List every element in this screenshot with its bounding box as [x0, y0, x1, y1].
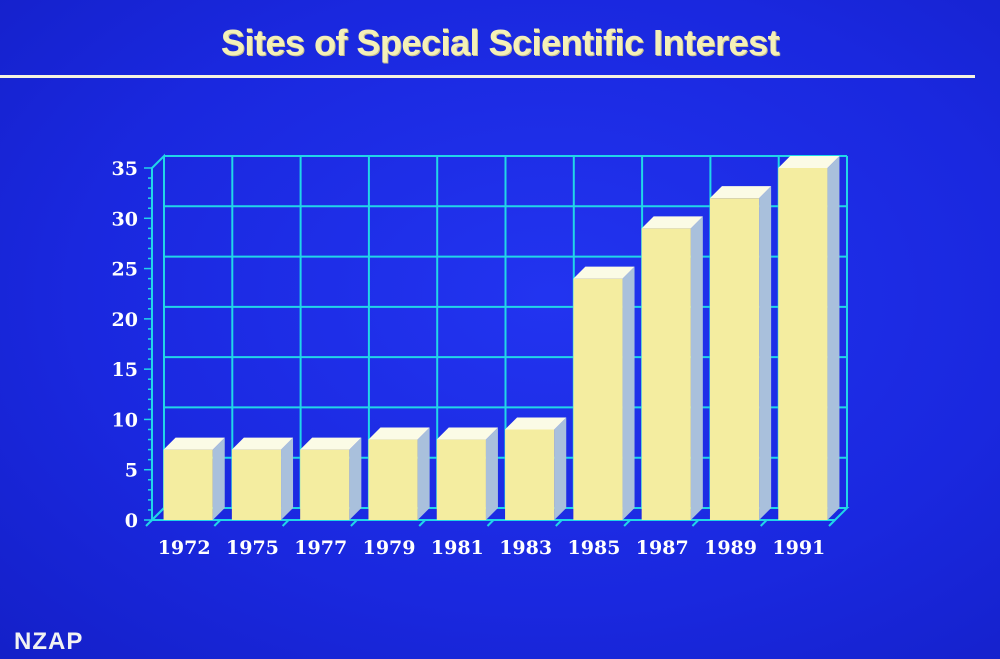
bar-1989 — [709, 186, 772, 520]
x-tick-label: 1991 — [772, 537, 825, 559]
x-tick-mark — [691, 519, 700, 527]
y-tick-label: 0 — [125, 510, 138, 532]
bar-1979 — [368, 427, 430, 520]
y-tick-label: 15 — [112, 359, 138, 381]
x-tick-label: 1987 — [636, 537, 689, 559]
chart-bars — [163, 156, 840, 521]
bar-1975 — [231, 437, 294, 520]
x-tick-mark — [828, 519, 836, 527]
x-tick-label: 1985 — [568, 537, 621, 559]
bar-1991 — [778, 156, 840, 520]
bar-1987 — [641, 216, 703, 521]
bar-1983 — [505, 417, 567, 520]
chart-title: Sites of Special Scientific Interest — [220, 22, 780, 63]
x-tick-mark — [281, 519, 290, 527]
y-tick-label: 30 — [112, 208, 138, 230]
nzap-logo: NZAP — [14, 628, 84, 655]
y-tick-label: 5 — [125, 460, 138, 482]
y-tick-label: 10 — [112, 409, 138, 431]
y-tick-label: 35 — [112, 158, 138, 180]
x-tick-mark — [759, 519, 768, 527]
x-tick-mark — [418, 519, 426, 527]
x-tick-mark — [486, 519, 495, 527]
x-tick-label: 1981 — [431, 537, 484, 559]
x-tick-label: 1983 — [499, 537, 552, 559]
title-underline — [0, 75, 975, 78]
x-tick-mark — [555, 519, 563, 527]
y-tick-label: 25 — [112, 259, 138, 281]
x-tick-label: 1977 — [294, 537, 347, 559]
x-tick-label: 1972 — [158, 537, 211, 559]
x-tick-mark — [145, 519, 153, 527]
x-tick-mark — [213, 519, 222, 527]
y-tick-label: 20 — [112, 309, 138, 331]
left-wall — [151, 153, 165, 523]
y-axis-ticks: 0 5 10 15 20 25 30 35 — [112, 158, 138, 532]
x-tick-mark — [350, 519, 358, 527]
x-axis-ticks: 1972 1975 1977 1979 1981 1983 1985 1987 1989 1991 — [158, 537, 826, 559]
bar-1977 — [300, 437, 362, 520]
bar-1981 — [436, 427, 498, 520]
bar-1985 — [573, 266, 635, 520]
x-tick-label: 1975 — [226, 537, 279, 559]
x-tick-label: 1979 — [363, 537, 416, 559]
bar-1972 — [163, 437, 225, 520]
x-tick-label: 1989 — [704, 537, 757, 559]
x-tick-mark — [623, 519, 631, 527]
